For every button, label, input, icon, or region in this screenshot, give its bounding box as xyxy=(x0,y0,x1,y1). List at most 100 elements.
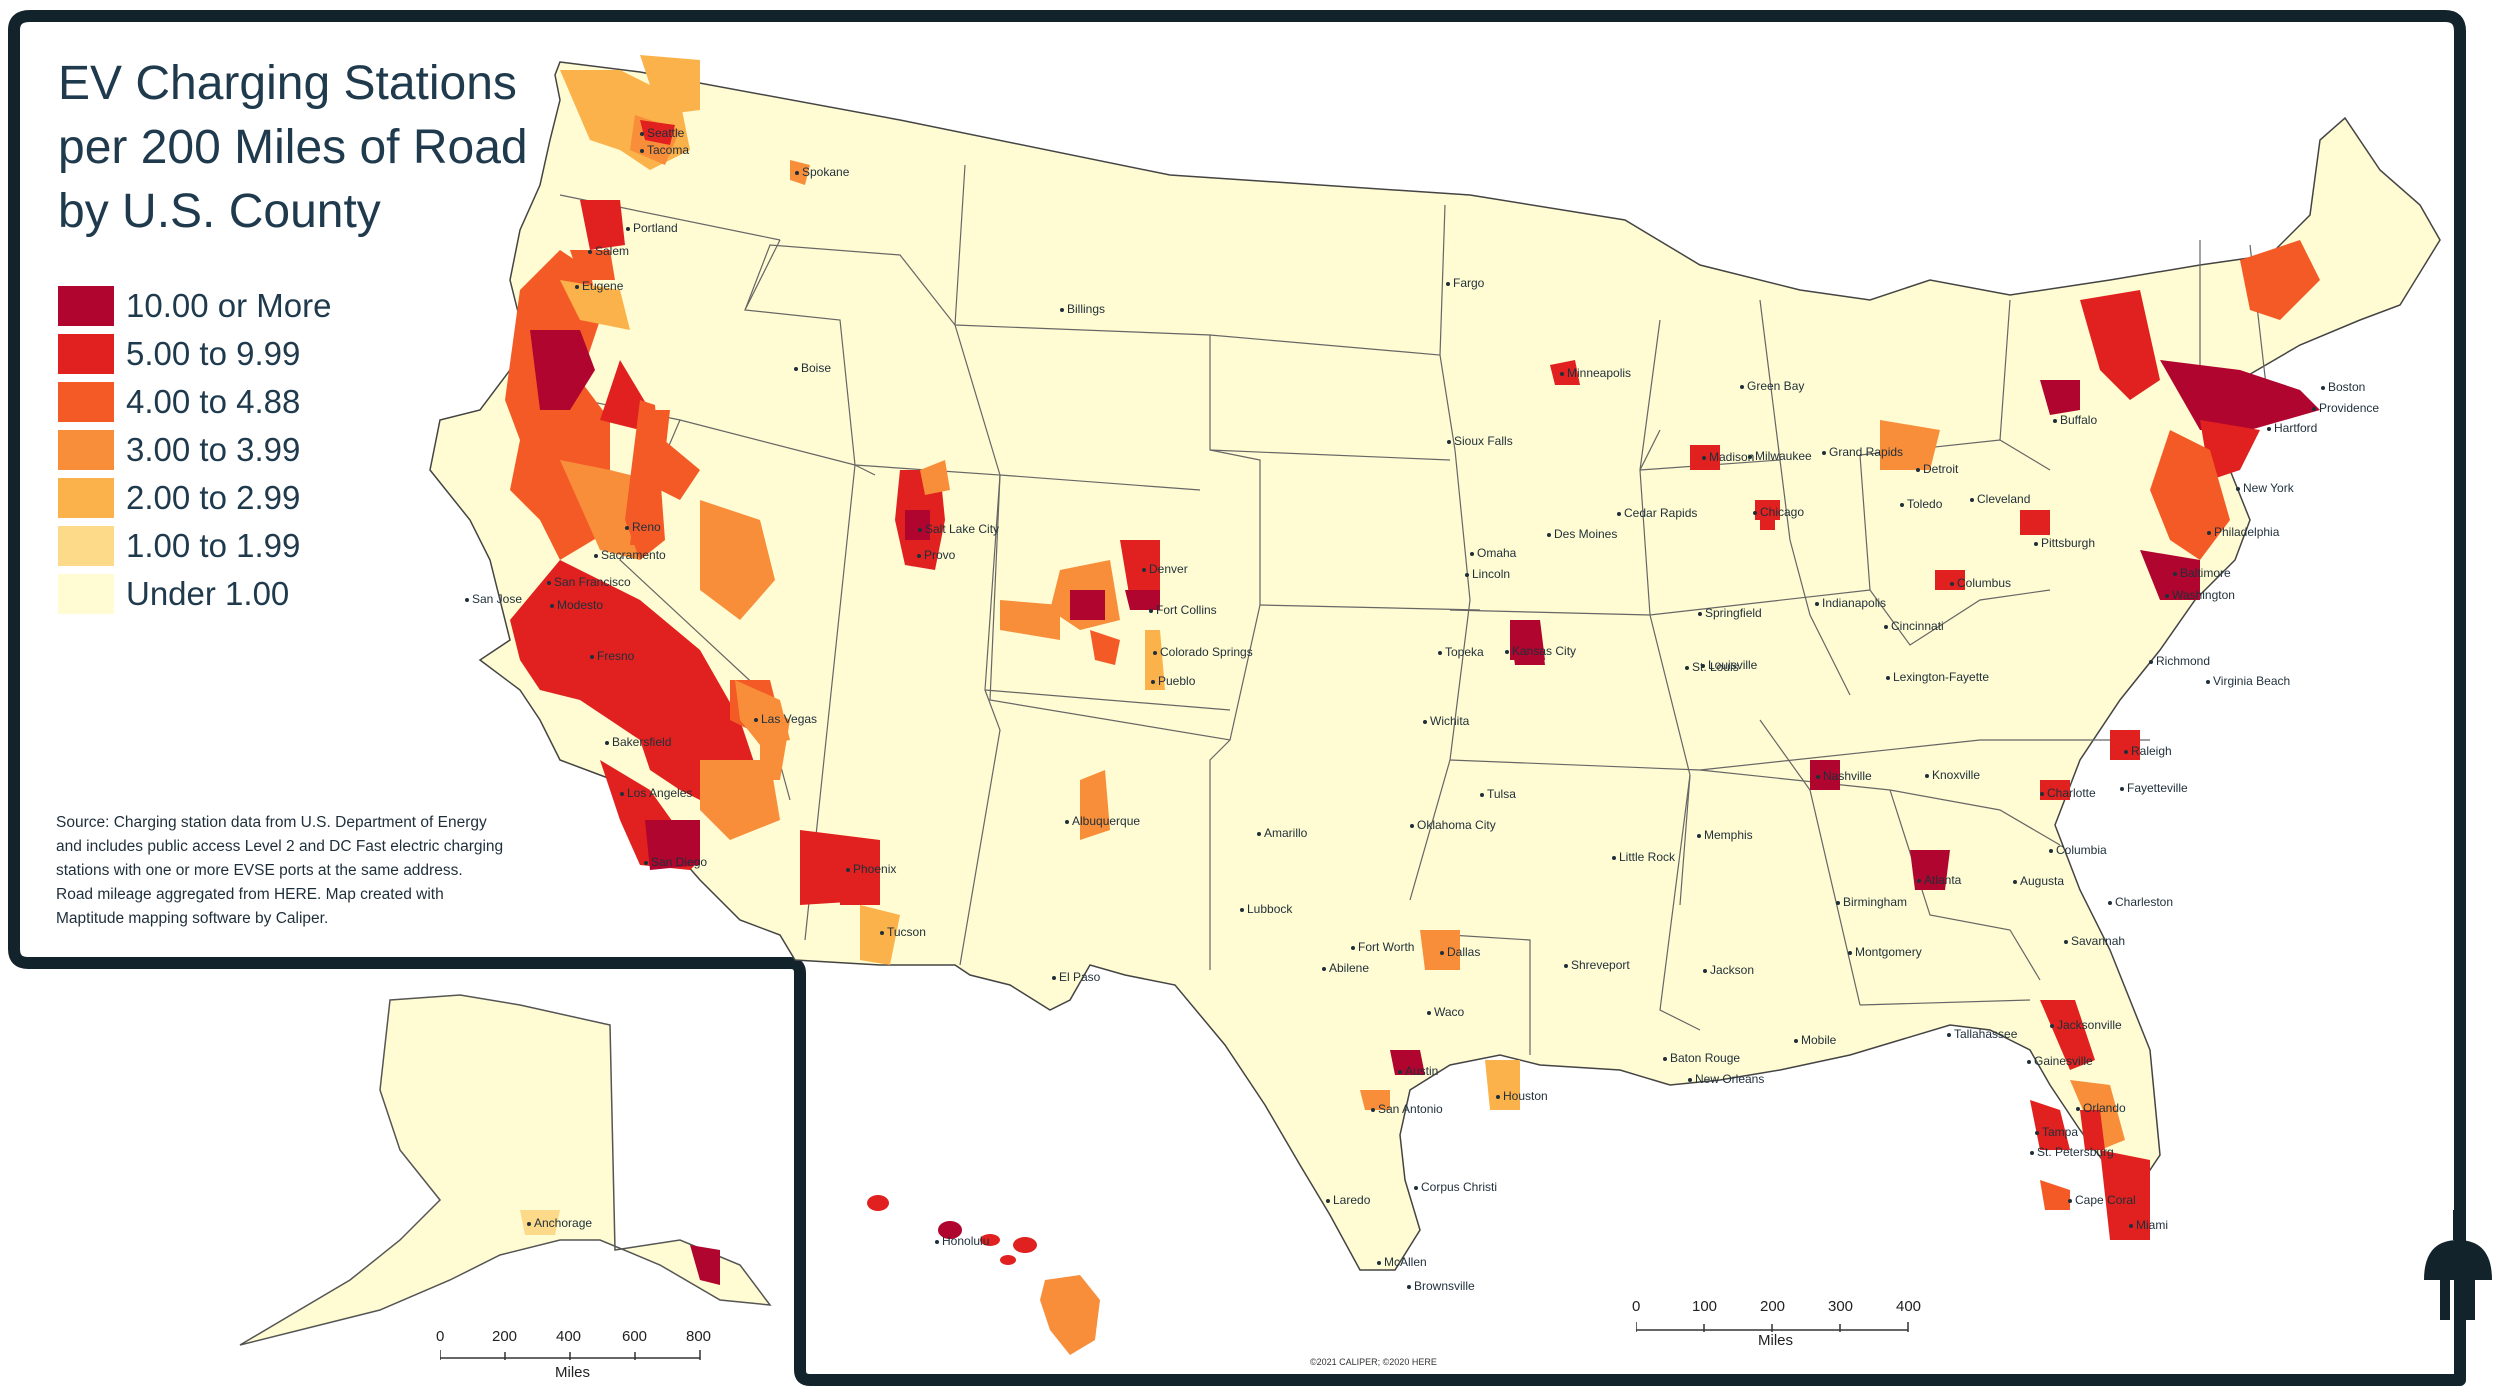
city-label: Green Bay xyxy=(1740,379,1804,393)
city-label: Charlotte xyxy=(2040,786,2096,800)
city-label: Madison xyxy=(1702,450,1754,464)
city-label: Cedar Rapids xyxy=(1617,506,1697,520)
city-label: Abilene xyxy=(1322,961,1369,975)
city-label: Colorado Springs xyxy=(1153,645,1253,659)
conus-scale-unit: Miles xyxy=(1758,1332,1794,1349)
city-label: Sioux Falls xyxy=(1447,434,1513,448)
city-label: Mobile xyxy=(1794,1033,1836,1047)
conus-scale-tick: 0 xyxy=(1632,1298,1641,1315)
conus-scale-tick: 100 xyxy=(1692,1298,1718,1315)
legend-label: 2.00 to 2.99 xyxy=(126,479,301,516)
city-label: Salt Lake City xyxy=(918,522,999,536)
source-note-line: stations with one or more EVSE ports at … xyxy=(56,862,463,879)
map-credit: ©2021 CALIPER; ©2020 HERE xyxy=(1310,1357,1437,1367)
city-label: Detroit xyxy=(1916,462,1958,476)
city-label: New Orleans xyxy=(1688,1072,1764,1086)
city-label: Lexington-Fayette xyxy=(1886,670,1989,684)
city-label: Austin xyxy=(1398,1064,1438,1078)
alaska-scale-tick: 0 xyxy=(436,1328,445,1345)
city-label: Fayetteville xyxy=(2120,781,2188,795)
conus-scale-tick: 300 xyxy=(1828,1298,1854,1315)
city-label: Spokane xyxy=(795,165,849,179)
conus-scale-bar xyxy=(1636,1322,1909,1332)
city-label: Atlanta xyxy=(1917,873,1961,887)
alaska-scale-tick: 800 xyxy=(686,1328,712,1345)
city-label: Richmond xyxy=(2149,654,2210,668)
city-label: Sacramento xyxy=(594,548,666,562)
conus-scale-tick: 400 xyxy=(1896,1298,1922,1315)
city-label: Knoxville xyxy=(1925,768,1980,782)
city-label: Des Moines xyxy=(1547,527,1617,541)
city-label: Nashville xyxy=(1816,769,1872,783)
city-label: Wichita xyxy=(1423,714,1469,728)
city-label: Pittsburgh xyxy=(2034,536,2095,550)
legend-item: 2.00 to 2.99 xyxy=(58,478,300,518)
legend-swatch xyxy=(58,286,114,326)
city-label: Montgomery xyxy=(1848,945,1922,959)
city-label: Baton Rouge xyxy=(1663,1051,1740,1065)
source-note-line: Road mileage aggregated from HERE. Map c… xyxy=(56,886,444,903)
city-label: Orlando xyxy=(2076,1101,2126,1115)
city-label: Boise xyxy=(794,361,831,375)
city-label: Oklahoma City xyxy=(1410,818,1496,832)
city-label: Fort Worth xyxy=(1351,940,1414,954)
city-label: Memphis xyxy=(1697,828,1753,842)
city-label: Seattle xyxy=(640,126,684,140)
source-note-line: Maptitude mapping software by Caliper. xyxy=(56,910,329,927)
city-label: Houston xyxy=(1496,1089,1548,1103)
city-label: Buffalo xyxy=(2053,413,2097,427)
city-label: Cleveland xyxy=(1970,492,2030,506)
city-label: Amarillo xyxy=(1257,826,1307,840)
legend-swatch xyxy=(58,478,114,518)
city-label: San Francisco xyxy=(547,575,631,589)
city-label: Columbus xyxy=(1950,576,2011,590)
city-label: Hartford xyxy=(2267,421,2317,435)
city-label: Boston xyxy=(2321,380,2365,394)
city-label: Eugene xyxy=(575,279,623,293)
city-label: Milwaukee xyxy=(1748,449,1812,463)
legend-label: 1.00 to 1.99 xyxy=(126,527,301,564)
city-label: Fort Collins xyxy=(1149,603,1217,617)
city-label: Honolulu xyxy=(935,1234,989,1248)
legend-item: 10.00 or More xyxy=(58,286,331,326)
legend-item: 4.00 to 4.88 xyxy=(58,382,300,422)
city-label: Little Rock xyxy=(1612,850,1675,864)
city-label: Tucson xyxy=(880,925,926,939)
alaska-scale-tick: 400 xyxy=(556,1328,582,1345)
city-label: Waco xyxy=(1427,1005,1464,1019)
city-label: Portland xyxy=(626,221,678,235)
city-label: Tallahassee xyxy=(1947,1027,2017,1041)
city-label: Fresno xyxy=(590,649,634,663)
alaska-scale-unit: Miles xyxy=(555,1364,591,1381)
city-label: Raleigh xyxy=(2124,744,2172,758)
city-label: Washington xyxy=(2165,588,2235,602)
city-label: Charleston xyxy=(2108,895,2173,909)
city-label: Dallas xyxy=(1440,945,1480,959)
city-label: Brownsville xyxy=(1407,1279,1475,1293)
city-label: Baltimore xyxy=(2173,566,2231,580)
city-label: Cincinnati xyxy=(1884,619,1944,633)
city-label: Jacksonville xyxy=(2050,1018,2122,1032)
city-label: Kansas City xyxy=(1505,644,1576,658)
hawaii-islands xyxy=(867,1195,1100,1355)
legend-item: 1.00 to 1.99 xyxy=(58,526,300,566)
source-note-line: Source: Charging station data from U.S. … xyxy=(56,814,487,831)
alaska-land xyxy=(239,994,772,1346)
city-label: Las Vegas xyxy=(754,712,817,726)
city-label: San Jose xyxy=(465,592,522,606)
legend-swatch xyxy=(58,526,114,566)
city-label: Topeka xyxy=(1438,645,1484,659)
city-label: Tampa xyxy=(2035,1125,2078,1139)
city-label: Lubbock xyxy=(1240,902,1292,916)
city-label: St. Louis xyxy=(1685,660,1739,674)
city-label: Salem xyxy=(588,244,629,258)
city-label: Modesto xyxy=(550,598,603,612)
city-label: St. Petersburg xyxy=(2030,1145,2114,1159)
city-label: El Paso xyxy=(1052,970,1100,984)
city-label: Indianapolis xyxy=(1815,596,1886,610)
map-title-line-1: EV Charging Stations xyxy=(58,57,517,110)
conus-scale-tick: 200 xyxy=(1760,1298,1786,1315)
city-label: New York xyxy=(2236,481,2294,495)
legend-item: 5.00 to 9.99 xyxy=(58,334,300,374)
source-note-line: and includes public access Level 2 and D… xyxy=(56,838,504,855)
